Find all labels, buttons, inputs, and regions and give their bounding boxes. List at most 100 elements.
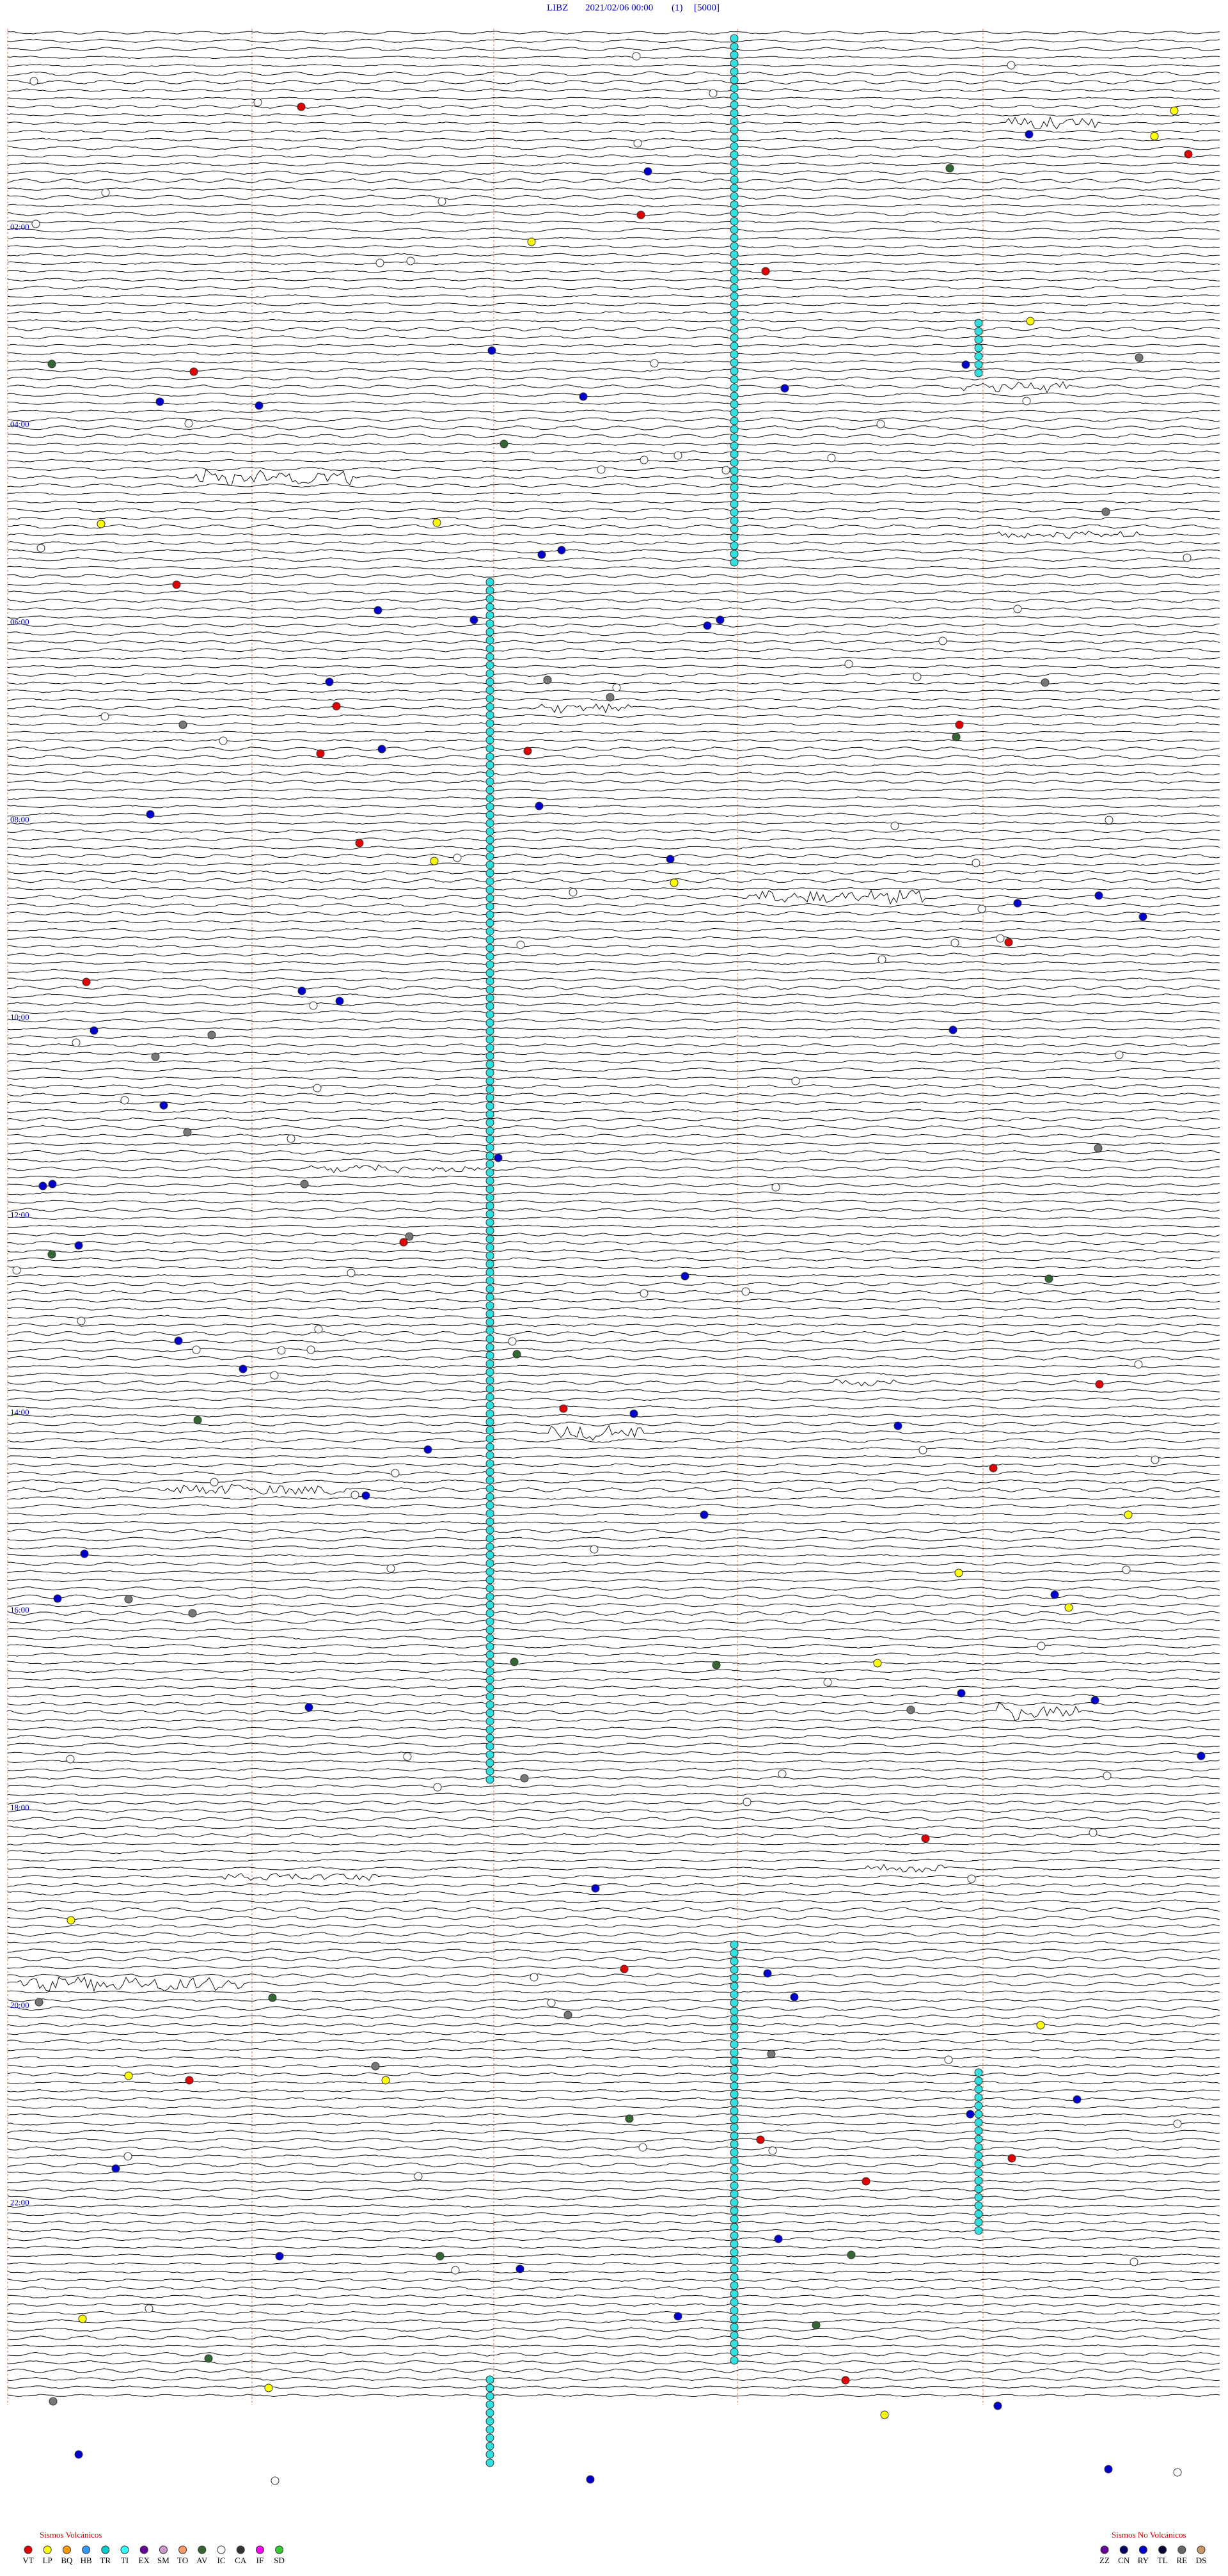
event-marker [730,433,739,442]
event-marker [974,327,983,336]
trace [8,1677,1220,1681]
event-marker [485,1517,494,1526]
trace [7,2154,1220,2159]
event-marker [485,877,494,886]
event-marker [82,977,91,986]
event-marker [485,894,494,903]
legend-code: HB [81,2556,92,2565]
event-marker [730,2215,739,2224]
trace [7,1471,1220,1476]
trace [7,1266,1220,1269]
trace [7,1825,1220,1829]
trace [7,450,1220,455]
event-marker [996,934,1005,943]
event-marker [974,2126,983,2135]
trace [7,154,1220,158]
event-marker [29,77,38,86]
legend-code: TL [1158,2556,1168,2565]
event-marker [730,159,739,168]
trace [7,796,1220,800]
trace [7,162,1220,167]
trace [7,1052,1220,1055]
event-marker [629,1409,638,1418]
event-marker [778,1769,787,1778]
event-marker [974,2201,983,2210]
event-marker [485,1526,494,1535]
event-marker [730,516,739,525]
trace [7,2048,1220,2051]
legend-code: VT [22,2556,33,2565]
event-marker [1197,1751,1206,1760]
event-marker [494,1153,503,1162]
time-label: 12:00 [10,1210,29,1219]
event-marker [485,1393,494,1402]
trace [7,302,1220,306]
trace [7,88,1220,93]
trace [8,1873,1220,1881]
trace [7,549,1220,554]
event-marker [590,1545,599,1554]
trace [7,2236,1220,2241]
trace [7,1290,1220,1295]
trace [8,401,1220,405]
trace [7,2270,1220,2274]
event-marker [768,2146,777,2155]
event-marker [485,1027,494,1036]
event-marker [974,352,983,361]
event-marker [36,544,45,553]
trace [7,381,1220,393]
legend-swatch [198,2545,207,2554]
event-marker [1183,553,1192,562]
event-marker [730,142,739,151]
event-marker [972,858,980,867]
trace [7,294,1220,298]
event-marker [730,2190,739,2199]
trace [7,1808,1220,1813]
event-marker [1013,899,1022,908]
event-marker [485,661,494,670]
event-marker [974,2218,983,2227]
event-marker [204,2354,213,2363]
event-marker [485,1476,494,1485]
event-marker [730,416,739,425]
event-marker [124,2071,133,2080]
event-marker [730,2339,739,2348]
event-marker [1022,397,1031,406]
trace [7,335,1220,340]
trace [7,245,1220,249]
event-marker [485,727,494,736]
event-marker [730,541,739,550]
event-marker [485,968,494,977]
event-marker [485,1018,494,1027]
event-marker [485,686,494,695]
event-marker [485,1002,494,1011]
event-marker [974,2118,983,2127]
event-marker [184,419,193,428]
event-marker [1104,2465,1113,2474]
event-marker [730,2231,739,2240]
scale: [5000] [694,3,720,13]
legend-swatch [1138,2545,1147,2554]
trace [7,1636,1220,1641]
trace [7,1315,1220,1319]
event-marker [1041,678,1050,687]
event-marker [730,1948,739,1957]
trace [7,1924,1220,1929]
time-label: 02:00 [10,222,29,232]
trace [7,1652,1220,1657]
event-marker [485,985,494,994]
trace [7,2319,1220,2324]
trace [7,220,1220,224]
event-marker [485,578,494,587]
event-marker [183,1128,192,1137]
event-marker [485,910,494,919]
trace [7,269,1220,273]
event-marker [730,508,739,517]
event-marker [239,1364,248,1373]
event-marker [730,2007,739,2016]
event-marker [174,1336,183,1345]
channel: (1) [672,3,683,13]
trace [7,2303,1220,2307]
event-marker [347,1268,356,1277]
